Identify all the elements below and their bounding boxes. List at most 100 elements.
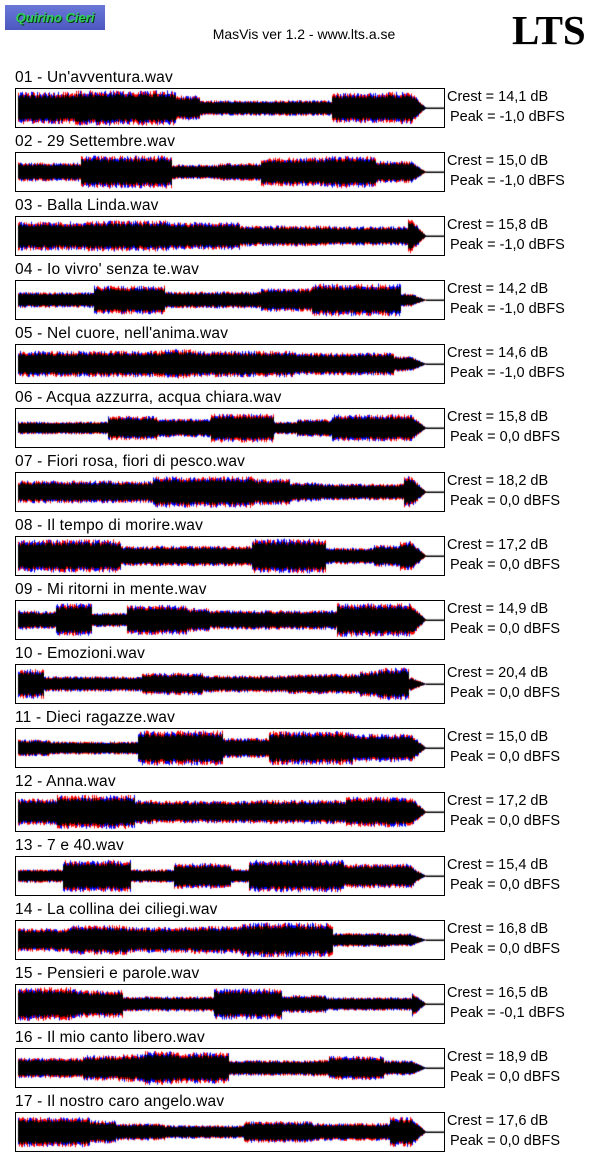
peak-value: Peak = 0,0 dBFS <box>450 685 561 701</box>
waveform <box>15 152 445 192</box>
track-name: 06 - Acqua azzurra, acqua chiara.wav <box>15 389 282 406</box>
track-row: 09 - Mi ritorni in mente.wav Crest = 14,… <box>0 581 603 645</box>
track-row: 07 - Fiori rosa, fiori di pesco.wav Cres… <box>0 453 603 517</box>
waveform <box>15 280 445 320</box>
waveform-canvas <box>16 217 444 255</box>
track-row: 13 - 7 e 40.wav Crest = 15,4 dB Peak = 0… <box>0 837 603 901</box>
crest-value: Crest = 15,0 dB <box>447 729 549 745</box>
track-name: 02 - 29 Settembre.wav <box>15 133 176 150</box>
peak-value: Peak = 0,0 dBFS <box>450 1133 561 1149</box>
track-row: 11 - Dieci ragazze.wav Crest = 15,0 dB P… <box>0 709 603 773</box>
track-row: 14 - La collina dei ciliegi.wav Crest = … <box>0 901 603 965</box>
waveform-canvas <box>16 409 444 447</box>
crest-value: Crest = 14,9 dB <box>447 601 549 617</box>
waveform-canvas <box>16 281 444 319</box>
peak-value: Peak = -0,1 dBFS <box>450 1005 565 1021</box>
track-name: 15 - Pensieri e parole.wav <box>15 965 200 982</box>
track-name: 05 - Nel cuore, nell'anima.wav <box>15 325 229 342</box>
track-name: 14 - La collina dei ciliegi.wav <box>15 901 218 918</box>
peak-value: Peak = 0,0 dBFS <box>450 1069 561 1085</box>
peak-value: Peak = -1,0 dBFS <box>450 173 565 189</box>
peak-value: Peak = 0,0 dBFS <box>450 557 561 573</box>
track-row: 10 - Emozioni.wav Crest = 20,4 dB Peak =… <box>0 645 603 709</box>
waveform-canvas <box>16 601 444 639</box>
peak-value: Peak = 0,0 dBFS <box>450 813 561 829</box>
waveform <box>15 472 445 512</box>
peak-value: Peak = 0,0 dBFS <box>450 429 561 445</box>
crest-value: Crest = 15,4 dB <box>447 857 549 873</box>
logo-text: Quirino Cieri <box>15 10 95 25</box>
track-row: 17 - Il nostro caro angelo.wav Crest = 1… <box>0 1093 603 1157</box>
crest-value: Crest = 16,8 dB <box>447 921 549 937</box>
waveform-canvas <box>16 89 444 127</box>
track-name: 08 - Il tempo di morire.wav <box>15 517 204 534</box>
waveform-canvas <box>16 857 444 895</box>
track-name: 01 - Un'avventura.wav <box>15 69 173 86</box>
waveform <box>15 728 445 768</box>
track-row: 02 - 29 Settembre.wav Crest = 15,0 dB Pe… <box>0 133 603 197</box>
waveform-canvas <box>16 921 444 959</box>
waveform <box>15 1048 445 1088</box>
crest-value: Crest = 18,9 dB <box>447 1049 549 1065</box>
waveform-canvas <box>16 537 444 575</box>
track-row: 15 - Pensieri e parole.wav Crest = 16,5 … <box>0 965 603 1029</box>
waveform-canvas <box>16 729 444 767</box>
track-name: 16 - Il mio canto libero.wav <box>15 1029 205 1046</box>
track-name: 07 - Fiori rosa, fiori di pesco.wav <box>15 453 246 470</box>
track-name: 11 - Dieci ragazze.wav <box>15 709 176 726</box>
waveform <box>15 920 445 960</box>
crest-value: Crest = 17,2 dB <box>447 793 549 809</box>
track-name: 13 - 7 e 40.wav <box>15 837 124 854</box>
waveform-canvas <box>16 345 444 383</box>
track-name: 17 - Il nostro caro angelo.wav <box>15 1093 225 1110</box>
waveform-canvas <box>16 473 444 511</box>
waveform <box>15 984 445 1024</box>
brand-logo: LTS <box>512 7 586 53</box>
waveform <box>15 344 445 384</box>
peak-value: Peak = -1,0 dBFS <box>450 237 565 253</box>
track-row: 06 - Acqua azzurra, acqua chiara.wav Cre… <box>0 389 603 453</box>
app-title: MasVis ver 1.2 - www.lts.a.se <box>212 26 396 42</box>
crest-value: Crest = 15,8 dB <box>447 409 549 425</box>
crest-value: Crest = 16,5 dB <box>447 985 549 1001</box>
waveform <box>15 216 445 256</box>
waveform <box>15 600 445 640</box>
waveform-canvas <box>16 793 444 831</box>
waveform <box>15 664 445 704</box>
peak-value: Peak = 0,0 dBFS <box>450 621 561 637</box>
crest-value: Crest = 18,2 dB <box>447 473 549 489</box>
crest-value: Crest = 14,2 dB <box>447 281 549 297</box>
peak-value: Peak = -1,0 dBFS <box>450 301 565 317</box>
waveform <box>15 88 445 128</box>
crest-value: Crest = 14,6 dB <box>447 345 549 361</box>
track-name: 12 - Anna.wav <box>15 773 116 790</box>
track-name: 10 - Emozioni.wav <box>15 645 146 662</box>
waveform-canvas <box>16 1049 444 1087</box>
track-name: 03 - Balla Linda.wav <box>15 197 159 214</box>
track-row: 05 - Nel cuore, nell'anima.wav Crest = 1… <box>0 325 603 389</box>
track-row: 08 - Il tempo di morire.wav Crest = 17,2… <box>0 517 603 581</box>
waveform <box>15 856 445 896</box>
crest-value: Crest = 17,2 dB <box>447 537 549 553</box>
track-row: 01 - Un'avventura.wav Crest = 14,1 dB Pe… <box>0 69 603 133</box>
track-name: 09 - Mi ritorni in mente.wav <box>15 581 207 598</box>
peak-value: Peak = 0,0 dBFS <box>450 877 561 893</box>
waveform <box>15 536 445 576</box>
crest-value: Crest = 17,6 dB <box>447 1113 549 1129</box>
crest-value: Crest = 15,0 dB <box>447 153 549 169</box>
crest-value: Crest = 20,4 dB <box>447 665 549 681</box>
waveform-canvas <box>16 985 444 1023</box>
waveform <box>15 792 445 832</box>
track-row: 03 - Balla Linda.wav Crest = 15,8 dB Pea… <box>0 197 603 261</box>
track-row: 04 - Io vivro' senza te.wav Crest = 14,2… <box>0 261 603 325</box>
track-row: 12 - Anna.wav Crest = 17,2 dB Peak = 0,0… <box>0 773 603 837</box>
logo: Quirino Cieri <box>5 5 105 30</box>
peak-value: Peak = -1,0 dBFS <box>450 109 565 125</box>
crest-value: Crest = 15,8 dB <box>447 217 549 233</box>
waveform-canvas <box>16 153 444 191</box>
track-name: 04 - Io vivro' senza te.wav <box>15 261 200 278</box>
waveform-canvas <box>16 665 444 703</box>
peak-value: Peak = 0,0 dBFS <box>450 749 561 765</box>
waveform <box>15 408 445 448</box>
peak-value: Peak = -1,0 dBFS <box>450 365 565 381</box>
